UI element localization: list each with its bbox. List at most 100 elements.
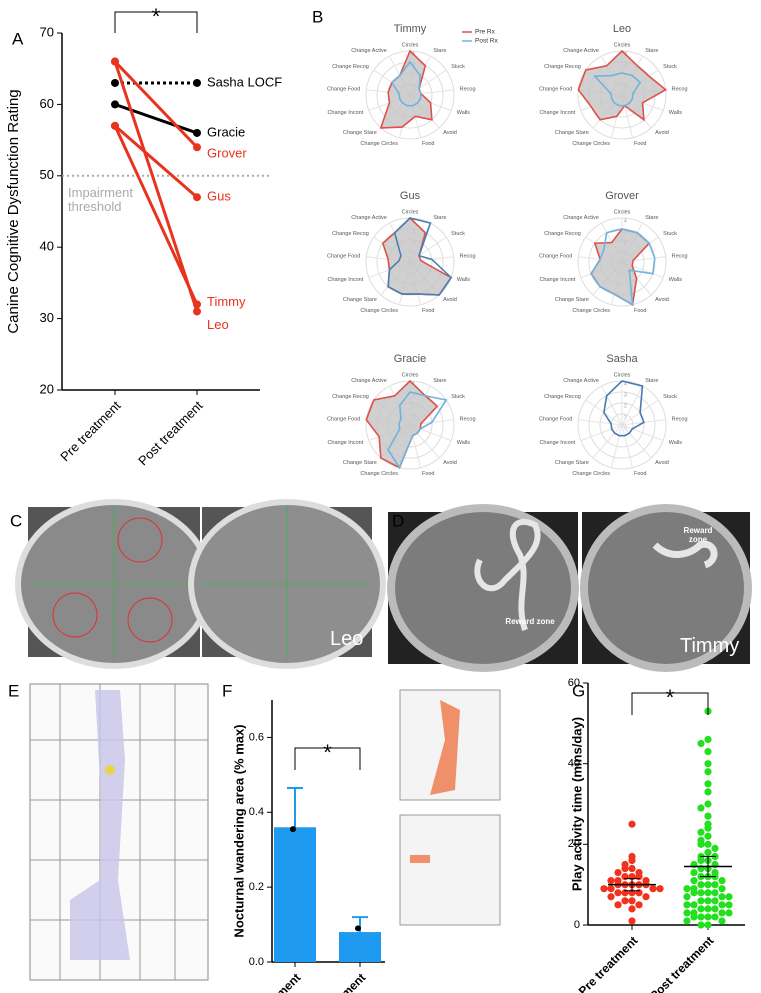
radar-axis-label: Circles [402,42,419,48]
radar-axis-label: Change Active [563,378,598,384]
radar-axis-label: Stare [433,48,446,54]
radar-axis-label: Change Active [351,378,386,384]
radar-axis-label: Circles [614,42,631,48]
radar-spoke [621,424,652,459]
data-point [704,832,712,840]
radar-axis-label: Avoid [655,297,669,303]
data-point [628,917,636,925]
radar-axis-label: Stare [433,378,446,384]
data-point [690,868,698,877]
radar-axis-label: Change Active [563,215,598,221]
data-point [111,57,119,66]
y-tick-label: 0.4 [249,806,264,818]
data-point [193,307,201,316]
error-bar [287,786,303,828]
radar-axis-label: Avoid [443,297,457,303]
radar-axis-label: Change Active [351,48,386,54]
radar-axis-label: Change Active [563,48,598,54]
radar-series [390,60,422,107]
radar-axis-label: Circles [614,209,631,215]
data-point [683,901,691,909]
data-point [718,885,726,893]
error-bar [624,878,640,892]
y-tick-label: 0.6 [249,731,264,743]
data-point [628,856,636,865]
data-point [635,873,643,881]
radar-axis-label: Change Stare [343,130,377,136]
data-point [628,864,636,873]
radar-title: Gus [400,190,421,202]
y-tick-label: 40 [40,239,54,254]
series-label: Leo [207,317,229,332]
radar-axis-label: Change Recog [332,64,369,70]
legend-label: Pre Rx [475,29,496,36]
data-point [725,909,733,917]
floor-plan [399,814,501,926]
data-point [683,917,691,925]
data-point [711,844,719,852]
data-point [711,897,719,905]
image-label: Reward zone [505,617,555,626]
radar-axis-label: Stare [433,215,446,221]
radar-axis-label: Stuck [663,64,677,70]
data-point [704,800,712,808]
data-point [697,804,705,812]
series-line [114,124,198,199]
radar-axis-label: Change Stare [555,460,589,466]
data-point [697,856,705,865]
data-point [704,897,712,905]
radar-axis-label: Walls [669,110,682,116]
legend-label: Post Rx [475,38,499,45]
data-point [711,881,719,889]
data-point [683,893,691,901]
radar-axis-label: Change Food [539,253,572,259]
data-point [635,889,643,897]
image-label: Reward zone [683,526,713,544]
data-point [683,909,691,917]
radar-axis-label: Stuck [663,231,677,237]
panel-label: B [312,7,323,26]
series-label: Gracie [207,124,245,139]
radar-axis-label: Avoid [655,460,669,466]
zone [127,597,173,643]
radar-axis-label: Food [634,141,647,147]
data-point [111,78,119,87]
radar-series [387,217,453,296]
radar-axis-label: Change Stare [343,460,377,466]
radar-axis-label: Change Circles [572,471,610,477]
radar-axis-label: Change Recog [544,231,581,237]
bar [274,827,316,962]
data-point [725,893,733,901]
data-point [690,877,698,885]
y-tick-label: 0.2 [249,881,264,893]
radar-spoke [621,424,664,442]
radar-spoke [592,424,623,459]
data-point [628,820,636,828]
data-point [704,881,712,889]
data-point [656,885,664,893]
data-point [697,840,705,848]
radar-axis-label: Food [422,141,435,147]
y-tick-label: 60 [40,96,54,111]
x-tick-label: Pre treatment [576,933,641,993]
radar-axis-label: Change Food [327,86,360,92]
y-tick-label: 50 [40,167,54,182]
data-point [690,913,698,921]
radar-axis-label: Change Stare [555,130,589,136]
data-point [614,868,622,877]
radar-axis-label: Food [422,308,435,314]
data-point [697,889,705,897]
data-point [111,100,119,109]
data-point [697,913,705,921]
data-point [704,735,712,744]
series-line [114,102,198,135]
data-point [718,909,726,917]
data-point [642,893,650,901]
data-point [193,128,201,137]
significance-label: * [152,4,161,29]
panel-label: D [392,511,404,530]
series-line [113,60,199,149]
data-point [704,824,712,832]
radar-title: Timmy [394,23,427,35]
data-point [725,901,733,909]
